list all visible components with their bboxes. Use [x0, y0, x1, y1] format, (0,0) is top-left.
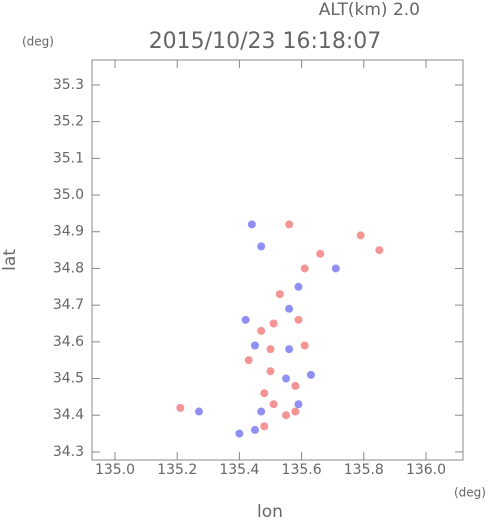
x-tick-label: 135.8: [344, 462, 384, 478]
echo-point: [257, 326, 266, 335]
chart-title: 2015/10/23 16:18:07: [149, 29, 382, 54]
echo-point: [300, 264, 309, 273]
echo-point: [306, 370, 315, 379]
y-tick-label: 34.3: [53, 444, 84, 460]
y-unit: (deg): [22, 35, 54, 49]
echo-point: [266, 367, 275, 376]
y-tick-label: 34.8: [53, 260, 84, 276]
echo-point: [300, 341, 309, 350]
y-axis-label: lat: [0, 249, 20, 271]
echo-point: [294, 282, 303, 291]
y-tick-label: 35.0: [53, 187, 84, 203]
echo-point: [285, 220, 294, 229]
echo-point: [235, 429, 244, 438]
echo-point: [282, 374, 291, 383]
x-axis-label: lon: [257, 502, 283, 521]
echo-point: [257, 242, 266, 251]
echo-point: [260, 422, 269, 431]
x-tick-label: 136.0: [406, 462, 446, 478]
plot-frame: [91, 59, 464, 461]
echo-point: [285, 304, 294, 313]
echo-point: [294, 315, 303, 324]
echo-point: [269, 400, 278, 409]
echo-point: [356, 231, 365, 240]
echo-point: [291, 407, 300, 416]
echo-point: [316, 249, 325, 258]
x-tick-label: 135.0: [95, 462, 135, 478]
echo-point: [331, 264, 340, 273]
echo-point: [266, 345, 275, 354]
y-tick-label: 35.1: [53, 150, 84, 166]
y-tick-label: 34.9: [53, 224, 84, 240]
echo-point: [241, 315, 250, 324]
y-tick-label: 34.4: [53, 407, 84, 423]
x-unit: (deg): [454, 486, 486, 500]
y-tick-label: 34.7: [53, 297, 84, 313]
echo-point: [275, 290, 284, 299]
echo-point: [269, 319, 278, 328]
echo-point: [260, 389, 269, 398]
echo-point: [375, 246, 384, 255]
echo-point: [257, 407, 266, 416]
echo-point: [244, 356, 253, 365]
y-tick-label: 34.5: [53, 371, 84, 387]
x-tick-label: 135.2: [157, 462, 197, 478]
echo-point: [194, 407, 203, 416]
y-tick-label: 34.6: [53, 334, 84, 350]
x-tick-label: 135.4: [219, 462, 259, 478]
annotation: ALT(km) 2.0: [319, 0, 420, 20]
y-tick-label: 35.3: [53, 77, 84, 93]
echo-point: [291, 381, 300, 390]
echo-point: [282, 411, 291, 420]
echo-point: [247, 220, 256, 229]
echo-point: [250, 425, 259, 434]
echo-point: [285, 345, 294, 354]
echo-point: [250, 341, 259, 350]
echo-point: [294, 400, 303, 409]
x-tick-label: 135.6: [282, 462, 322, 478]
echo-point: [176, 403, 185, 412]
y-tick-label: 35.2: [53, 114, 84, 130]
